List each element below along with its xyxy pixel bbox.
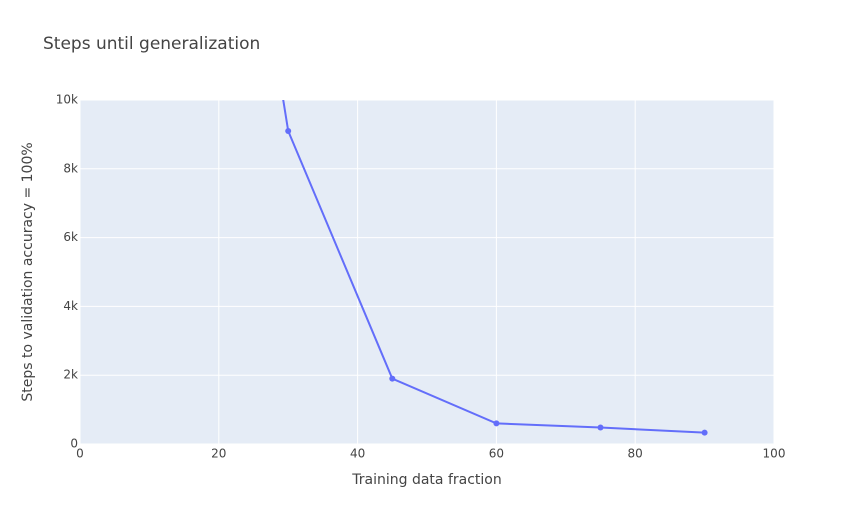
x-tick-label: 100 <box>763 447 786 461</box>
x-tick-label: 80 <box>628 447 643 461</box>
y-axis-title: Steps to validation accuracy = 100% <box>20 142 36 401</box>
line <box>282 100 705 434</box>
x-tick-label: 40 <box>350 447 365 461</box>
y-tick-label: 6k <box>63 230 78 244</box>
chart-title: Steps until generalization <box>43 34 260 54</box>
marker <box>597 424 604 431</box>
plot-content <box>282 100 708 436</box>
x-tick-label: 20 <box>211 447 226 461</box>
marker <box>701 429 708 436</box>
marker <box>493 420 500 427</box>
y-tick-label: 2k <box>63 368 78 382</box>
plot-area <box>80 100 774 444</box>
y-tick-label: 8k <box>63 161 78 175</box>
marker <box>285 127 292 134</box>
y-tick-label: 4k <box>63 299 78 313</box>
x-tick-label: 60 <box>489 447 504 461</box>
y-tick-label: 0 <box>70 437 78 451</box>
x-tick-label: 0 <box>76 447 84 461</box>
x-axis-title: Training data fraction <box>351 472 501 488</box>
y-tick-label: 10k <box>56 93 78 107</box>
marker <box>389 375 396 382</box>
